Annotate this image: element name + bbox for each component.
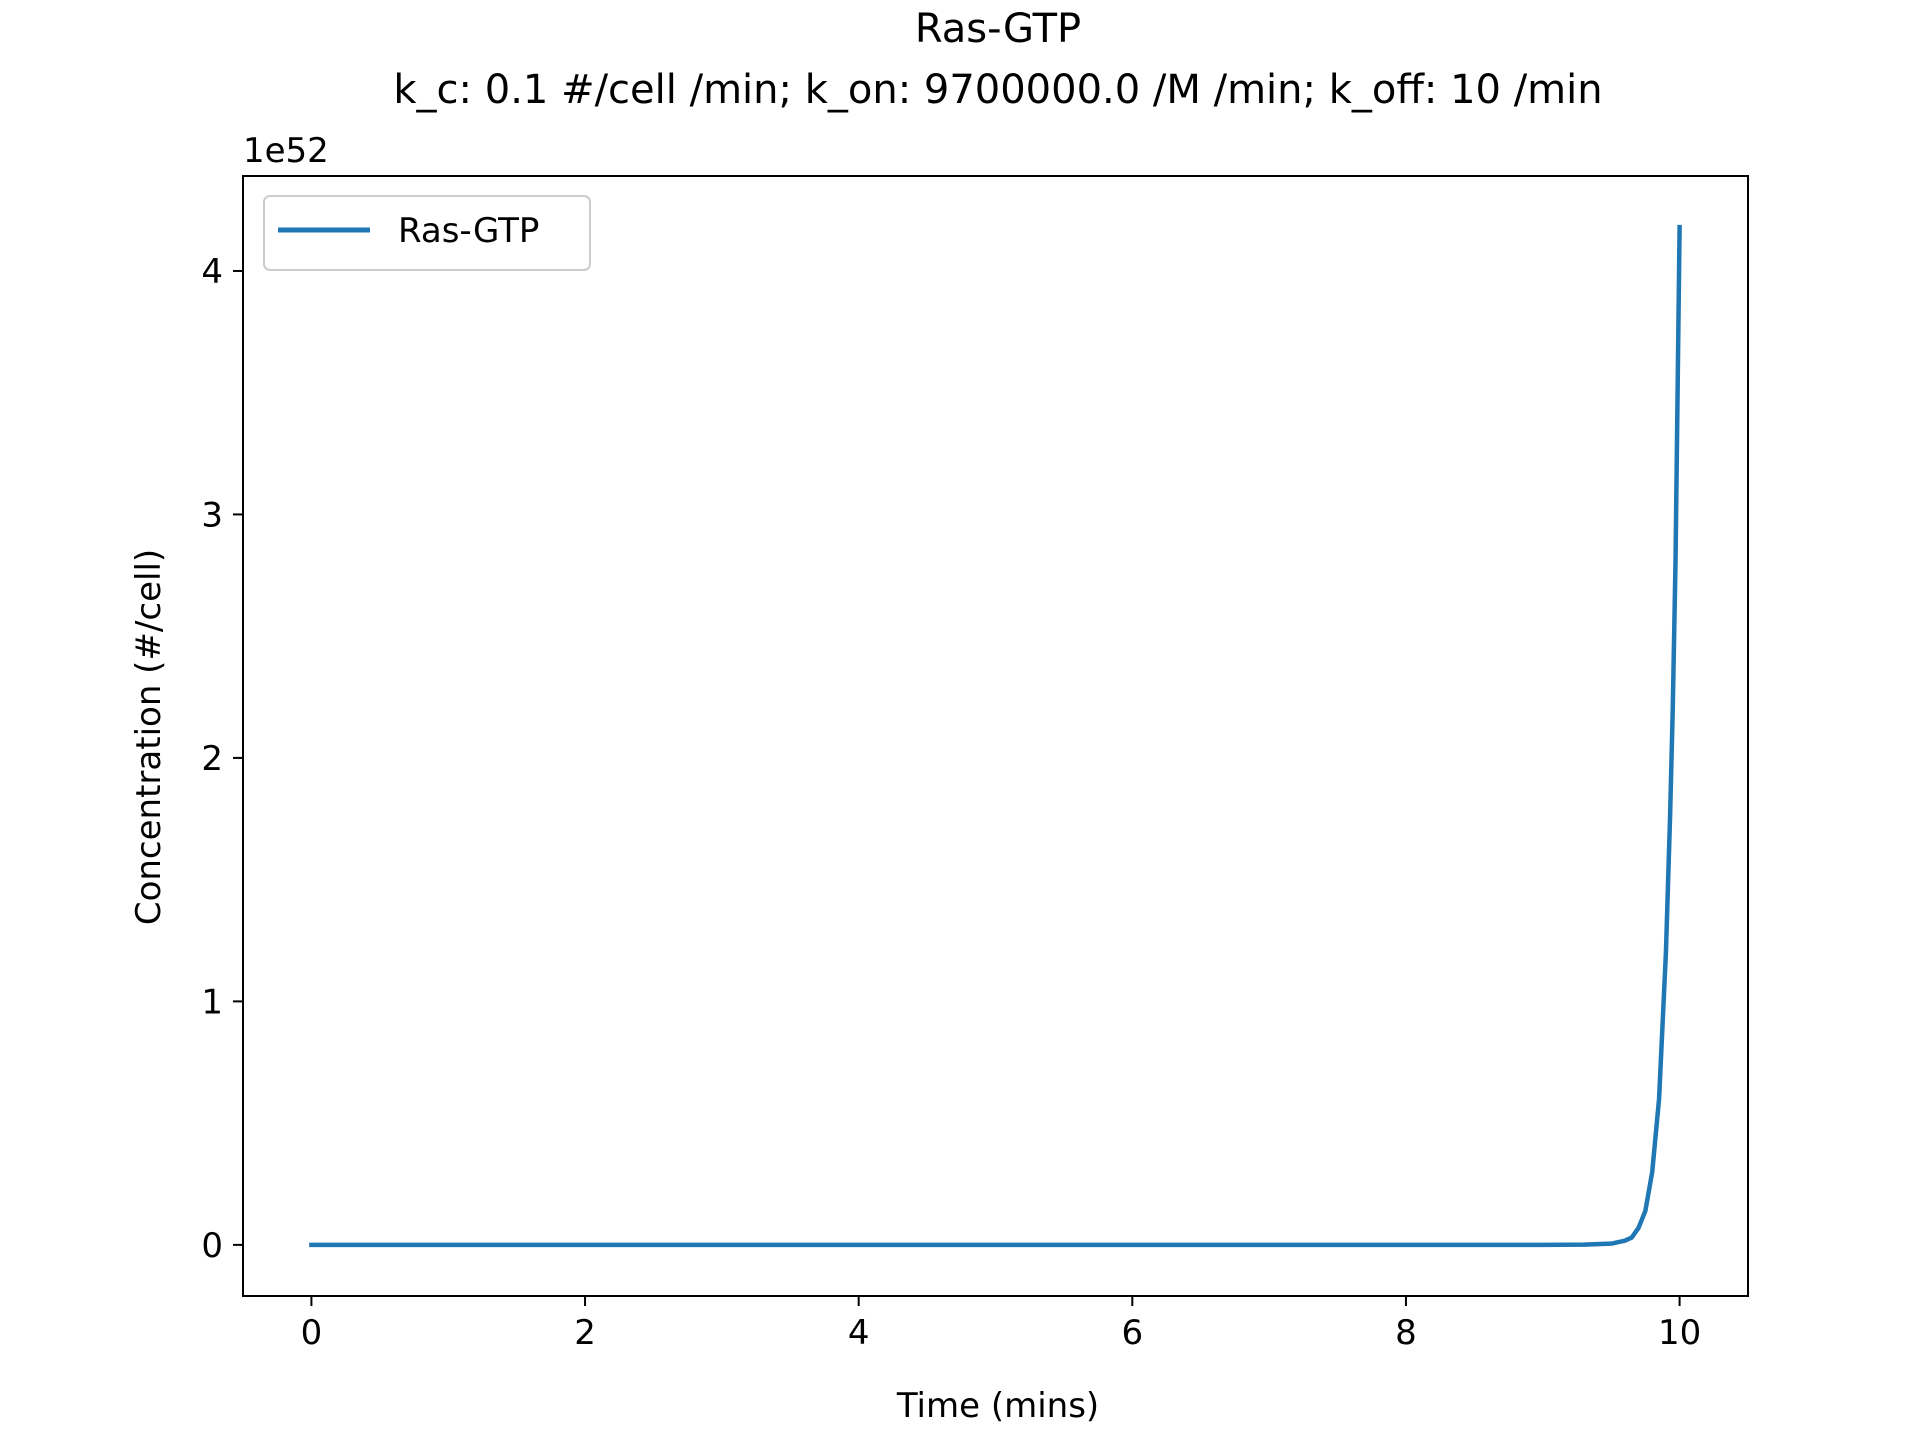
chart-subtitle: k_c: 0.1 #/cell /min; k_on: 9700000.0 /M… [393,67,1602,113]
x-tick-label: 6 [1121,1313,1143,1353]
chart-title: Ras-GTP [915,6,1081,52]
y-tick-label: 3 [201,495,223,535]
plot-frame [242,175,1749,1297]
y-axis: 0 1 2 3 4 [201,252,243,1266]
y-tick-label: 0 [201,1226,223,1266]
y-offset-label: 1e52 [243,131,329,171]
legend-label-ras-gtp: Ras-GTP [398,211,539,251]
y-tick-label: 4 [201,252,223,292]
legend: Ras-GTP [263,195,591,271]
plot-area [242,175,1749,1297]
x-tick-label: 0 [301,1313,323,1353]
legend-frame [263,195,591,271]
x-tick-label: 8 [1395,1313,1417,1353]
series-line-ras-gtp [309,224,1682,1248]
x-tick-label: 4 [848,1313,870,1353]
x-axis: 0 2 4 6 8 10 [301,1296,1701,1353]
y-axis-label: Concentration (#/cell) [129,549,169,925]
y-tick-label: 1 [201,982,223,1022]
y-tick-label: 2 [201,739,223,779]
x-tick-label: 2 [574,1313,596,1353]
x-axis-label: Time (mins) [896,1386,1099,1426]
x-tick-label: 10 [1658,1313,1701,1353]
